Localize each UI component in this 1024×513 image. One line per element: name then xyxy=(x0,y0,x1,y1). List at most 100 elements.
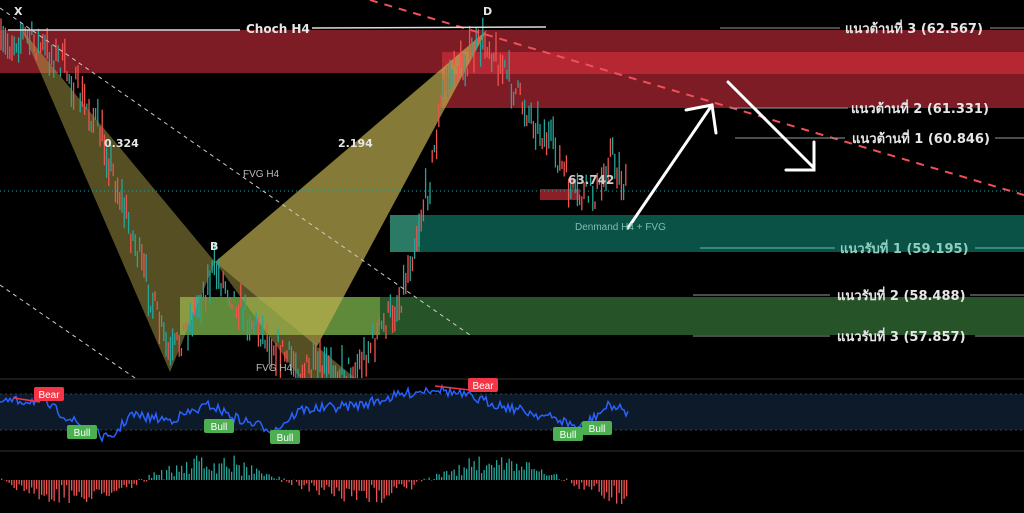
histogram-bar xyxy=(101,480,103,494)
histogram-bar xyxy=(598,480,600,492)
histogram-bar xyxy=(6,480,8,482)
histogram-bar xyxy=(316,480,318,491)
histogram-bar xyxy=(616,480,618,504)
histogram-bar xyxy=(256,468,258,480)
histogram-bar xyxy=(168,465,170,480)
histogram-bar xyxy=(541,469,543,480)
histogram-bar xyxy=(43,480,45,496)
histogram-bar xyxy=(288,480,290,483)
histogram-bar xyxy=(48,480,50,502)
histogram-bar xyxy=(503,469,505,480)
histogram-bar xyxy=(103,480,105,493)
histogram-bar xyxy=(218,463,220,480)
histogram-bar xyxy=(33,480,35,494)
svg-text:Bull: Bull xyxy=(277,433,294,444)
histogram-bar xyxy=(68,480,70,503)
histogram-bar xyxy=(621,480,623,505)
histogram-bar xyxy=(478,456,480,480)
histogram-bar xyxy=(476,470,478,480)
histogram-bar xyxy=(271,476,273,480)
histogram-bar xyxy=(163,479,165,480)
histogram-bar xyxy=(223,457,225,480)
histogram-bar xyxy=(531,469,533,480)
histogram-bar xyxy=(141,479,143,480)
histogram-bar xyxy=(353,480,355,491)
histogram-bar xyxy=(283,478,285,480)
histogram-bar xyxy=(453,469,455,480)
svg-text:Bull: Bull xyxy=(589,424,606,435)
small-supply-box xyxy=(540,189,580,200)
histogram-bar xyxy=(113,480,115,492)
histogram-bar xyxy=(488,463,490,480)
histogram-bar xyxy=(56,480,58,490)
histogram-bar xyxy=(618,480,620,494)
demand-label: Denmand H4 + FVG xyxy=(575,222,666,233)
trendline-white-2[interactable] xyxy=(0,284,136,379)
histogram-bar xyxy=(143,480,145,482)
histogram-bar xyxy=(381,480,383,503)
histogram-bar xyxy=(16,480,18,491)
histogram-bar xyxy=(593,480,595,487)
histogram-bar xyxy=(303,480,305,486)
histogram-bar xyxy=(268,474,270,480)
histogram-bar xyxy=(53,480,55,502)
histogram-bar xyxy=(483,470,485,480)
harmonic-xab xyxy=(22,30,215,372)
histogram-bar xyxy=(391,480,393,494)
level-r1: แนวต้านที่ 1 (60.846) xyxy=(852,129,990,147)
histogram-bar xyxy=(211,470,213,480)
arrow-down-icon[interactable] xyxy=(726,80,816,172)
histogram-bar xyxy=(136,480,138,486)
histogram-bar xyxy=(71,480,73,491)
histogram-bar xyxy=(493,467,495,480)
histogram-bar xyxy=(286,480,288,482)
rsi-band xyxy=(0,394,1024,430)
histogram-bar xyxy=(583,480,585,490)
price-label: 63.742 xyxy=(568,173,614,187)
histogram-bar xyxy=(116,480,118,491)
histogram-bar xyxy=(331,480,333,494)
harmonic-bcd xyxy=(215,30,487,378)
histogram-bar xyxy=(301,480,303,490)
svg-text:Bear: Bear xyxy=(38,390,60,401)
histogram-bar xyxy=(251,465,253,480)
histogram-bar xyxy=(566,478,568,480)
histogram-bar xyxy=(463,467,465,480)
histogram-bar xyxy=(306,480,308,484)
histogram-bar xyxy=(13,480,15,489)
harmonic-bcd2 xyxy=(215,30,487,378)
histogram-bar xyxy=(193,458,195,480)
histogram-bar xyxy=(108,480,110,497)
histogram-bar xyxy=(601,480,603,496)
histogram-bar xyxy=(506,462,508,480)
histogram-bar xyxy=(153,472,155,480)
histogram-bar xyxy=(358,480,360,491)
histogram-bar xyxy=(281,480,283,482)
histogram-bar xyxy=(173,476,175,480)
histogram-bar xyxy=(441,476,443,480)
histogram-bar xyxy=(556,474,558,480)
rsi-line xyxy=(0,383,629,443)
histogram-bar xyxy=(166,470,168,480)
histogram-bar xyxy=(216,473,218,480)
histogram-bar xyxy=(551,474,553,480)
histogram-bar xyxy=(528,462,530,480)
histogram-bar xyxy=(58,480,60,503)
histogram-bar xyxy=(491,464,493,480)
fvg-label-top: FVG H4 xyxy=(243,169,280,180)
histogram-bar xyxy=(393,480,395,487)
histogram-bar xyxy=(368,480,370,502)
histogram xyxy=(1,455,628,505)
histogram-bar xyxy=(308,480,310,492)
level-r2: แนวต้านที่ 2 (61.331) xyxy=(851,99,989,117)
histogram-bar xyxy=(606,480,608,493)
bear-badge: Bear xyxy=(468,378,498,392)
histogram-bar xyxy=(181,465,183,480)
arrow-up-icon[interactable] xyxy=(626,103,718,230)
histogram-bar xyxy=(121,480,123,488)
histogram-bar xyxy=(576,480,578,485)
histogram-bar xyxy=(151,477,153,480)
histogram-bar xyxy=(428,477,430,480)
choch-line-right xyxy=(311,26,547,29)
